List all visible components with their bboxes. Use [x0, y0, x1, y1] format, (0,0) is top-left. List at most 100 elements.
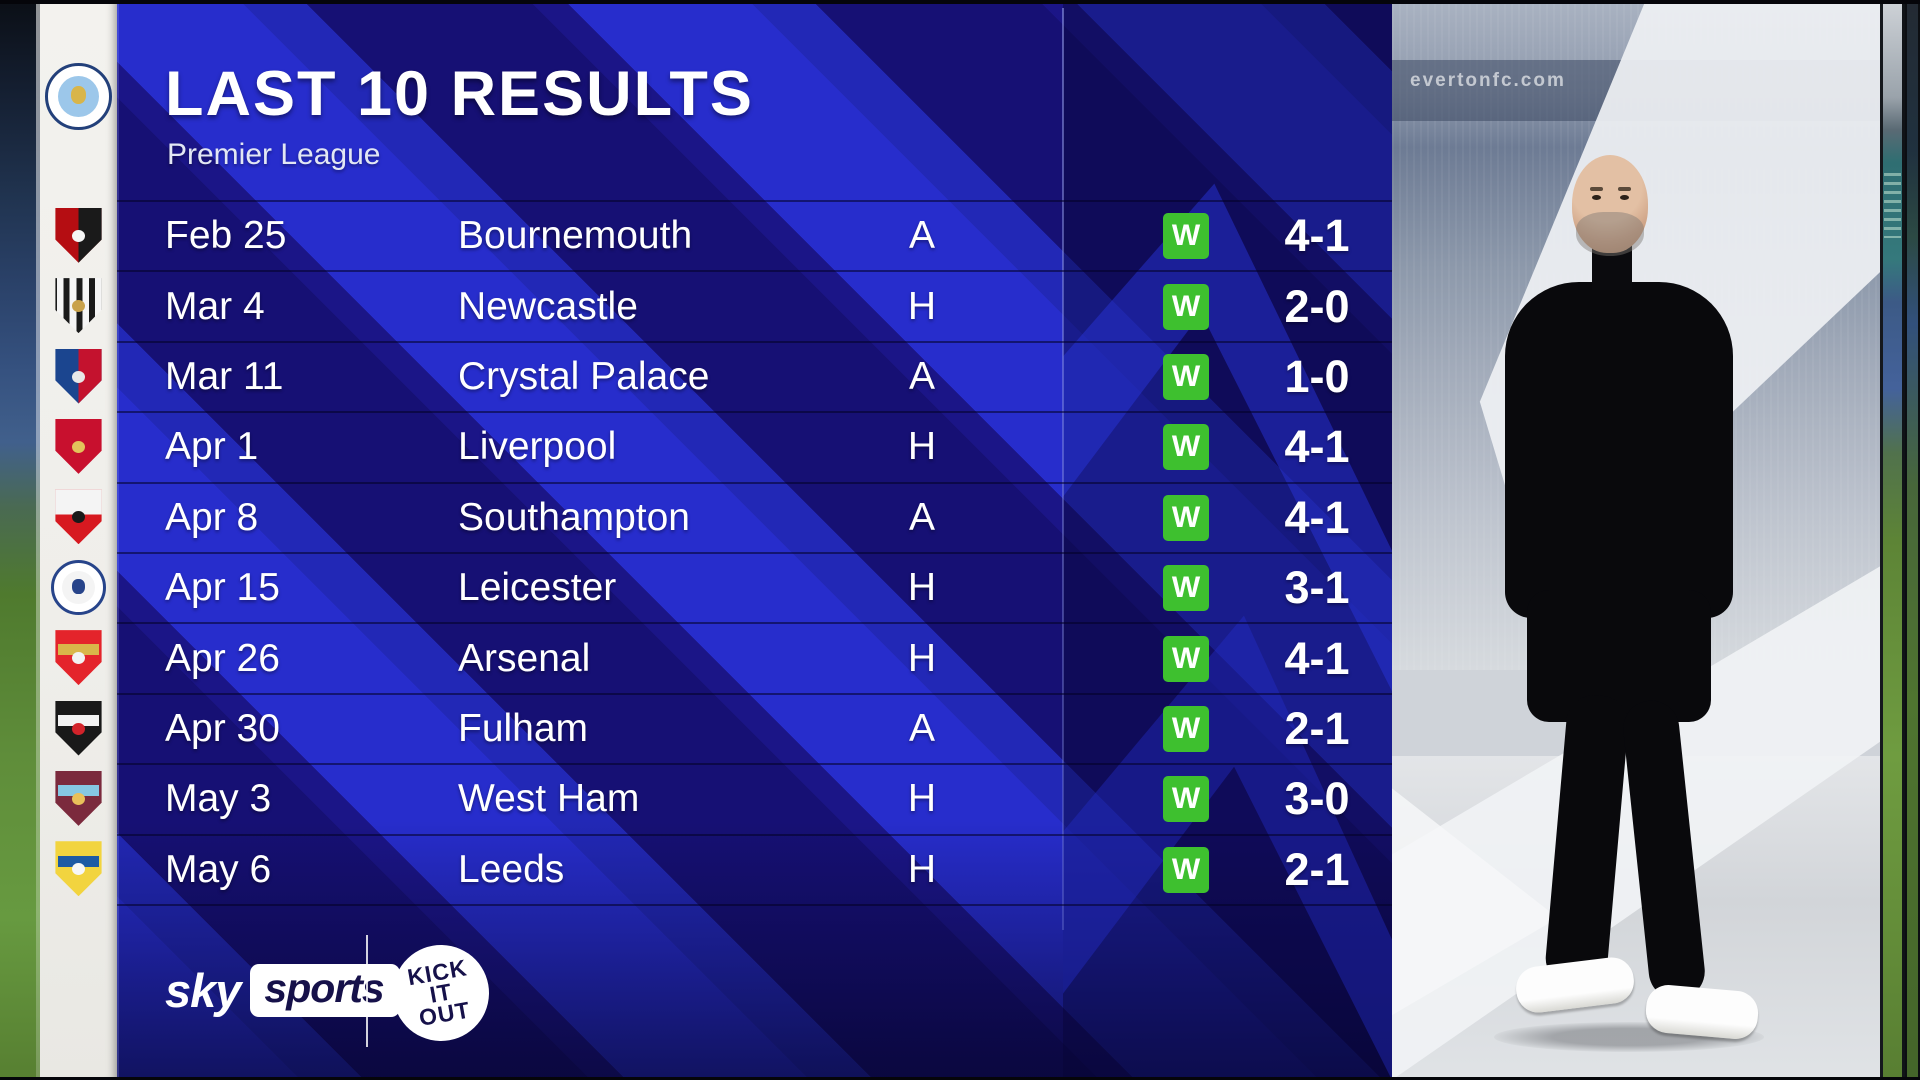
sky-wordmark: sky — [165, 964, 241, 1017]
home-away-indicator: A — [908, 214, 935, 258]
results-panel: LAST 10 RESULTS Premier League Feb 25 Bo… — [117, 0, 1392, 1080]
match-date: Apr 26 — [165, 636, 280, 680]
arsenal-crest — [51, 630, 106, 686]
bournemouth-crest-icon — [55, 207, 102, 263]
home-away-indicator: H — [907, 847, 937, 891]
home-away-indicator: H — [907, 284, 937, 328]
manager-beard — [1576, 212, 1644, 256]
win-badge: W — [1163, 213, 1209, 260]
crystal-palace-crest — [51, 348, 106, 404]
opponent-name: Bournemouth — [458, 214, 693, 258]
opponent-name: Fulham — [458, 706, 589, 750]
leicester-crest — [51, 559, 106, 615]
manager-right-shoe — [1644, 983, 1760, 1041]
opponent-name: West Ham — [458, 777, 640, 821]
result-row: Apr 15 Leicester H W 3-1 — [117, 551, 1392, 622]
match-date: May 3 — [165, 777, 272, 821]
results-table: Feb 25 Bournemouth A W 4-1 Mar 4 Newcast… — [117, 200, 1392, 906]
match-date: May 6 — [165, 847, 272, 891]
newcastle-crest-icon — [55, 278, 102, 334]
competition-subtitle: Premier League — [167, 138, 381, 171]
fulham-crest-icon — [55, 700, 102, 756]
logo-divider — [366, 935, 368, 1047]
home-away-indicator: A — [908, 354, 935, 398]
match-score: 4-1 — [1284, 632, 1350, 684]
win-badge: W — [1163, 705, 1209, 752]
win-badge: W — [1163, 283, 1209, 330]
liverpool-crest-icon — [55, 418, 102, 474]
result-row: Apr 26 Arsenal H W 4-1 — [117, 622, 1392, 692]
result-row: May 3 West Ham H W 3-0 — [117, 763, 1392, 833]
stadium-watermark: evertonfc.com — [1410, 70, 1566, 92]
sports-box: sports — [250, 964, 400, 1017]
win-badge: W — [1163, 494, 1209, 541]
manager-photo-panel: evertonfc.com — [1392, 0, 1905, 1080]
manchester-city-crest-icon — [45, 63, 112, 130]
match-date: Mar 4 — [165, 284, 265, 328]
manager-figure — [1494, 150, 1764, 1060]
match-score: 4-1 — [1284, 421, 1350, 473]
bournemouth-crest — [51, 207, 106, 263]
newcastle-crest — [51, 278, 106, 334]
opponent-name: Crystal Palace — [458, 354, 710, 398]
match-date: Feb 25 — [165, 214, 287, 258]
leeds-crest-icon — [55, 841, 102, 897]
result-row: May 6 Leeds H W 2-1 — [117, 833, 1392, 904]
opponent-name: Newcastle — [458, 284, 638, 328]
southampton-crest-icon — [55, 489, 102, 545]
manager-eye-right — [1620, 195, 1629, 200]
opponent-name: Southampton — [458, 495, 691, 539]
match-score: 2-1 — [1284, 702, 1350, 754]
match-date: Apr 8 — [165, 495, 259, 539]
match-score: 2-0 — [1284, 280, 1350, 332]
match-score: 4-1 — [1284, 210, 1350, 262]
result-row: Apr 8 Southampton A W 4-1 — [117, 481, 1392, 552]
background-video-sliver-left — [0, 0, 40, 1080]
result-row: Apr 1 Liverpool H W 4-1 — [117, 411, 1392, 481]
fulham-crest — [51, 700, 106, 756]
match-date: Apr 1 — [165, 425, 259, 469]
screen-right-edge — [1905, 0, 1920, 1080]
background-video-sliver-right — [1880, 0, 1905, 1080]
leicester-crest-icon — [51, 559, 106, 615]
sports-wordmark: sports — [264, 965, 384, 1011]
match-score: 2-1 — [1284, 843, 1350, 895]
arsenal-crest-icon — [55, 630, 102, 686]
kick-it-out-logo: KICK IT OUT — [385, 937, 497, 1049]
liverpool-crest — [51, 418, 106, 474]
manager-left-shoe — [1513, 954, 1637, 1016]
west-ham-crest — [51, 770, 106, 826]
result-row: Apr 30 Fulham A W 2-1 — [117, 692, 1392, 763]
home-away-indicator: H — [907, 566, 937, 610]
manchester-city-crest-icon — [45, 63, 112, 130]
southampton-crest — [51, 489, 106, 545]
home-away-indicator: H — [907, 425, 937, 469]
home-away-indicator: A — [908, 495, 935, 539]
match-date: Apr 15 — [165, 566, 280, 610]
footer: sky sports KICK IT OUT — [117, 930, 1063, 1080]
win-badge: W — [1163, 424, 1209, 471]
win-badge: W — [1163, 846, 1209, 893]
manager-hips — [1527, 590, 1711, 722]
crystal-palace-crest-icon — [55, 348, 102, 404]
result-row: Feb 25 Bournemouth A W 4-1 — [117, 200, 1392, 270]
club-crest-column — [40, 0, 117, 1080]
win-badge: W — [1163, 353, 1209, 400]
manager-eye-left — [1592, 195, 1601, 200]
manager-head — [1572, 155, 1648, 253]
kick-it-out-word: OUT — [416, 995, 473, 1031]
opponent-name: Leicester — [458, 566, 617, 610]
manager-brow-right — [1618, 187, 1631, 191]
page-title: LAST 10 RESULTS — [165, 59, 754, 129]
match-score: 3-0 — [1284, 773, 1350, 825]
sky-sports-logo: sky sports — [165, 963, 400, 1018]
home-away-indicator: H — [907, 777, 937, 821]
result-row: Mar 4 Newcastle H W 2-0 — [117, 270, 1392, 340]
home-away-indicator: H — [907, 636, 937, 680]
opponent-name: Liverpool — [458, 425, 617, 469]
manager-right-leg — [1620, 697, 1708, 1003]
opponent-name: Arsenal — [458, 636, 591, 680]
match-score: 3-1 — [1284, 562, 1350, 614]
manager-brow-left — [1590, 187, 1603, 191]
